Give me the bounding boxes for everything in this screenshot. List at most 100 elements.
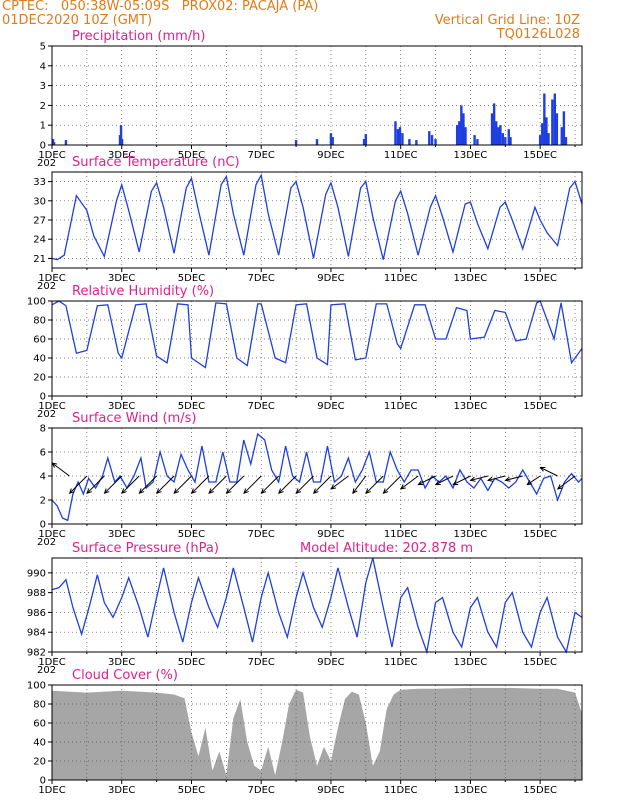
x-tick-label: 3DEC — [108, 785, 135, 796]
x-tick-label: 7DEC — [248, 529, 275, 540]
y-tick-label: 0 — [40, 776, 46, 787]
y-tick-label: 0 — [40, 392, 46, 403]
wind-arrow — [330, 475, 349, 490]
x-tick-label: 15DEC — [523, 150, 557, 161]
wind-arrow-head — [556, 484, 563, 490]
x-tick-label: 7DEC — [248, 401, 275, 412]
precip-bar — [501, 133, 505, 145]
wind-arrow — [173, 475, 192, 494]
y-tick-label: 40 — [33, 354, 46, 365]
precip-bar — [541, 123, 544, 145]
wind-arrow — [540, 466, 558, 477]
panel-title: Surface Pressure (hPa) — [72, 541, 219, 556]
wind-arrow-head — [382, 488, 389, 495]
wind-arrow-head — [295, 488, 302, 495]
x-tick-label: 11DEC — [384, 150, 418, 161]
y-tick-label: 30 — [33, 196, 46, 207]
wind-arrow — [526, 475, 541, 486]
precip-bar — [362, 139, 366, 145]
precip-bar — [504, 137, 507, 145]
x-tick-label: 5DEC — [178, 150, 205, 161]
x-tick-label: 7DEC — [248, 150, 275, 161]
x-tick-label: 7DEC — [248, 785, 275, 796]
precip-bar — [497, 127, 500, 145]
x-tick-label: 15DEC — [523, 657, 557, 668]
precip-bar — [398, 127, 402, 145]
wind-arrow — [452, 475, 471, 486]
x-tick-label: 3DEC — [108, 401, 135, 412]
wind-arrow-head — [156, 488, 162, 495]
x-tick-label: 11DEC — [384, 401, 418, 412]
x-tick-label: 15DEC — [523, 401, 557, 412]
x-tick-label: 13DEC — [454, 401, 488, 412]
wind-arrow — [261, 475, 279, 494]
precip-bar — [455, 125, 459, 145]
precip-bar — [119, 125, 123, 145]
precip-bar — [476, 139, 479, 145]
x-tick-label: 7DEC — [248, 657, 275, 668]
precip-bar — [396, 129, 400, 145]
precip-bar — [460, 105, 463, 145]
y-tick-label: 0 — [40, 520, 46, 531]
y-tick-label: 986 — [27, 608, 46, 619]
wind-arrow — [505, 475, 523, 481]
wind-arrow-head — [68, 488, 75, 495]
panel-title: Surface Wind (m/s) — [72, 411, 196, 426]
x-tick-label: 9DEC — [317, 401, 344, 412]
precip-bar — [408, 139, 411, 145]
precip-bar — [329, 133, 333, 145]
panel-frame — [51, 300, 583, 397]
precip-bar — [331, 137, 334, 145]
y-tick-label: 4 — [40, 472, 46, 483]
y-tick-label: 60 — [33, 719, 46, 730]
x-tick-year-label: 202 — [37, 281, 56, 292]
precip-bar — [562, 111, 566, 145]
x-tick-year-label: 202 — [37, 665, 56, 676]
wind-arrow-head — [452, 480, 459, 486]
precip-bar — [507, 129, 510, 145]
wind-arrow — [86, 475, 105, 494]
precip-bar — [543, 93, 546, 145]
precip-bar — [464, 127, 467, 145]
y-tick-label: 5 — [40, 42, 46, 53]
x-tick-label: 3DEC — [108, 657, 135, 668]
precip-bar — [473, 135, 476, 145]
x-tick-label: 13DEC — [454, 273, 488, 284]
x-tick-label: 11DEC — [384, 529, 418, 540]
wind-arrow-head — [278, 488, 284, 495]
series-line — [51, 432, 583, 522]
header-left-line2: 01DEC2020 10Z (GMT) — [2, 13, 153, 28]
wind-arrow — [435, 475, 454, 486]
precip-bar — [294, 140, 298, 145]
x-tick-label: 9DEC — [317, 785, 344, 796]
precip-bar — [490, 113, 494, 145]
wind-arrow — [156, 475, 175, 494]
x-tick-label: 13DEC — [454, 657, 488, 668]
panel-title: Relative Humidity (%) — [72, 284, 214, 299]
x-tick-label: 5DEC — [178, 657, 205, 668]
y-tick-label: 100 — [27, 297, 46, 308]
y-tick-label: 20 — [33, 373, 46, 384]
y-tick-label: 2 — [40, 101, 46, 112]
x-tick-label: 3DEC — [108, 529, 135, 540]
precip-bar — [458, 121, 461, 145]
y-tick-label: 984 — [27, 628, 46, 639]
wind-arrow — [104, 475, 123, 494]
wind-arrow — [121, 475, 140, 494]
y-tick-label: 4 — [40, 61, 46, 72]
wind-arrow-head — [243, 488, 249, 495]
y-tick-label: 80 — [33, 700, 46, 711]
precip-bar — [415, 140, 418, 145]
precip-bar — [553, 93, 557, 145]
precip-bar — [499, 125, 502, 145]
precip-bar — [492, 103, 496, 145]
y-tick-label: 988 — [27, 588, 46, 599]
wind-arrow — [208, 475, 227, 494]
x-tick-label: 5DEC — [178, 785, 205, 796]
wind-arrow-head — [103, 488, 110, 495]
wind-arrow — [139, 475, 157, 494]
precip-bar — [434, 139, 437, 145]
x-tick-label: 9DEC — [317, 273, 344, 284]
y-tick-label: 100 — [27, 681, 46, 692]
x-tick-year-label: 202 — [37, 409, 56, 420]
